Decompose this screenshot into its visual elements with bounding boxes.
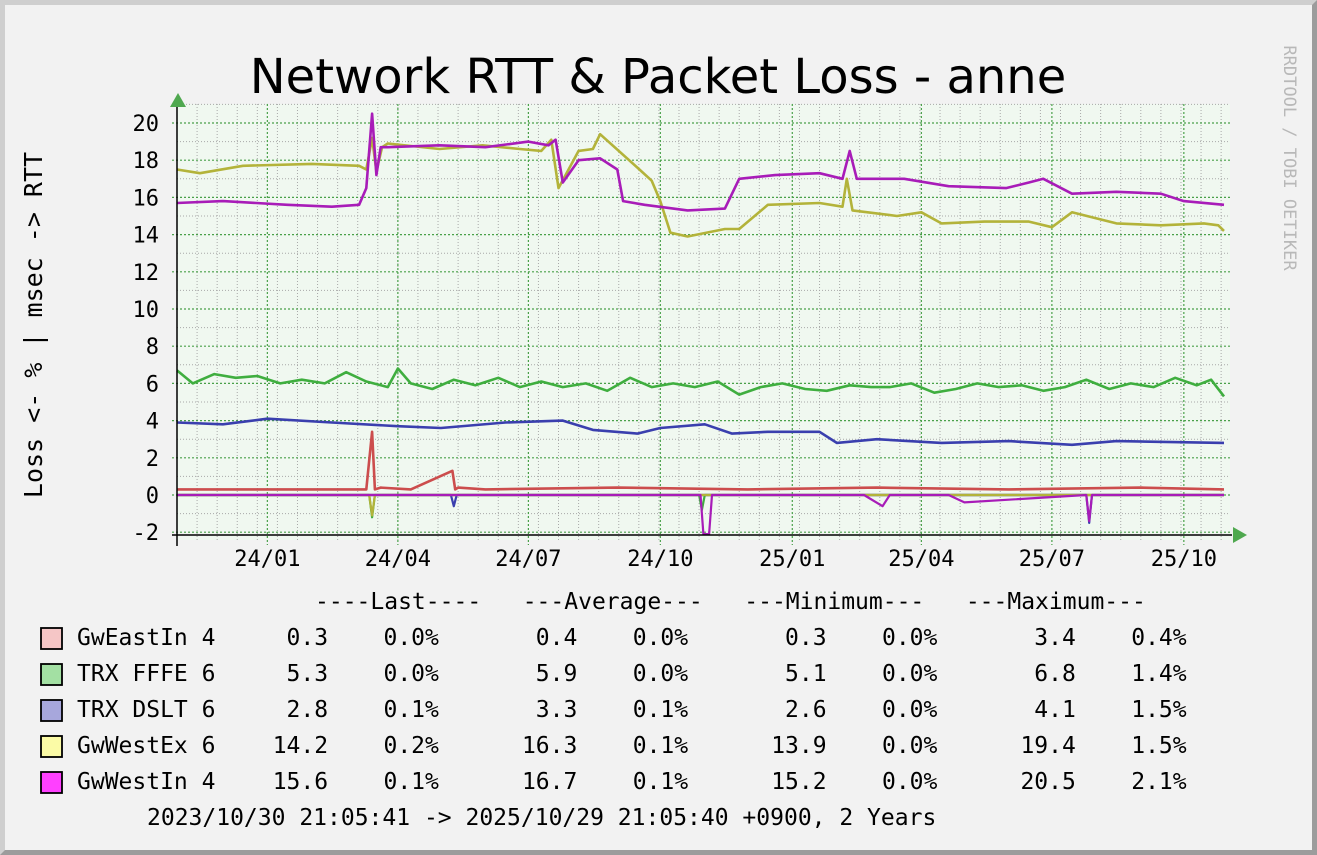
y-tick-label: 0: [146, 484, 159, 509]
y-tick-label: 20: [133, 112, 160, 137]
legend-footer: 2023/10/30 21:05:41 -> 2025/10/29 21:05:…: [147, 805, 936, 831]
legend-label: GwWestEx 6: [77, 733, 215, 759]
x-tick-label: 25/01: [759, 547, 825, 572]
y-tick-label: 8: [146, 335, 159, 360]
x-tick-label: 24/04: [365, 547, 431, 572]
legend-values: 2.8 0.1% 3.3 0.1% 2.6 0.0% 4.1 1.5%: [245, 697, 1187, 723]
rtt-line: [177, 430, 1225, 491]
rrdtool-watermark: RRDTOOL / TOBI OETIKER: [1279, 45, 1299, 271]
rtt-line: [176, 112, 1225, 212]
legend-header: ----Last---- ---Average--- ---Minimum---…: [315, 589, 1146, 615]
x-tick-label: 25/07: [1019, 547, 1085, 572]
chart-title: Network RTT & Packet Loss - anne: [250, 49, 1066, 105]
x-tick-label: 24/10: [627, 547, 693, 572]
y-axis-label: Loss <- % | msec -> RTT: [19, 152, 48, 498]
y-tick-label: 12: [133, 261, 160, 286]
axes: [170, 93, 1247, 546]
x-tick-label: 25/10: [1151, 547, 1217, 572]
y-tick-label: 10: [133, 298, 160, 323]
x-tick-label: 24/07: [495, 547, 561, 572]
legend: ----Last---- ---Average--- ---Minimum---…: [40, 589, 1187, 831]
x-tick-labels: 24/01 24/04 24/07 24/10 25/01 25/04 25/07 25/10: [234, 547, 1217, 572]
x-tick-label: 24/01: [234, 547, 300, 572]
legend-swatch: [40, 699, 63, 722]
y-tick-labels: -2 0 2 4 6 8 10 12 14 16 18 20: [133, 112, 160, 546]
legend-values: 15.6 0.1% 16.7 0.1% 15.2 0.0% 20.5 2.1%: [245, 769, 1187, 795]
legend-swatch: [40, 771, 63, 794]
x-tick-label: 25/04: [888, 547, 954, 572]
legend-rows: GwEastIn 4 0.3 0.0% 0.4 0.0% 0.3 0.0% 3.…: [40, 625, 1187, 795]
y-tick-label: -2: [133, 521, 160, 546]
y-axis-arrow: [170, 93, 186, 107]
minor-grid: [176, 103, 1230, 540]
legend-swatch: [40, 663, 63, 686]
legend-values: 14.2 0.2% 16.3 0.1% 13.9 0.0% 19.4 1.5%: [245, 733, 1187, 759]
x-axis-arrow: [1233, 527, 1247, 543]
y-tick-label: 18: [133, 149, 160, 174]
legend-values: 5.3 0.0% 5.9 0.0% 5.1 0.0% 6.8 1.4%: [245, 661, 1187, 687]
legend-label: TRX DSLT 6: [77, 697, 215, 723]
plot-area: [177, 104, 1230, 540]
y-tick-label: 6: [146, 372, 159, 397]
y-tick-label: 16: [133, 186, 160, 211]
y-tick-label: 2: [146, 447, 159, 472]
loss-line: [177, 493, 1224, 536]
legend-swatch: [40, 627, 63, 650]
legend-label: GwWestIn 4: [77, 769, 215, 795]
series-lines: [176, 112, 1226, 536]
legend-label: GwEastIn 4: [77, 625, 215, 651]
legend-label: TRX FFFE 6: [77, 661, 215, 687]
rtt-line: [176, 367, 1226, 398]
y-tick-label: 4: [146, 410, 159, 435]
rtt-line: [176, 417, 1225, 447]
y-tick-label: 14: [133, 224, 160, 249]
legend-values: 0.3 0.0% 0.4 0.0% 0.3 0.0% 3.4 0.4%: [245, 625, 1187, 651]
legend-swatch: [40, 735, 63, 758]
